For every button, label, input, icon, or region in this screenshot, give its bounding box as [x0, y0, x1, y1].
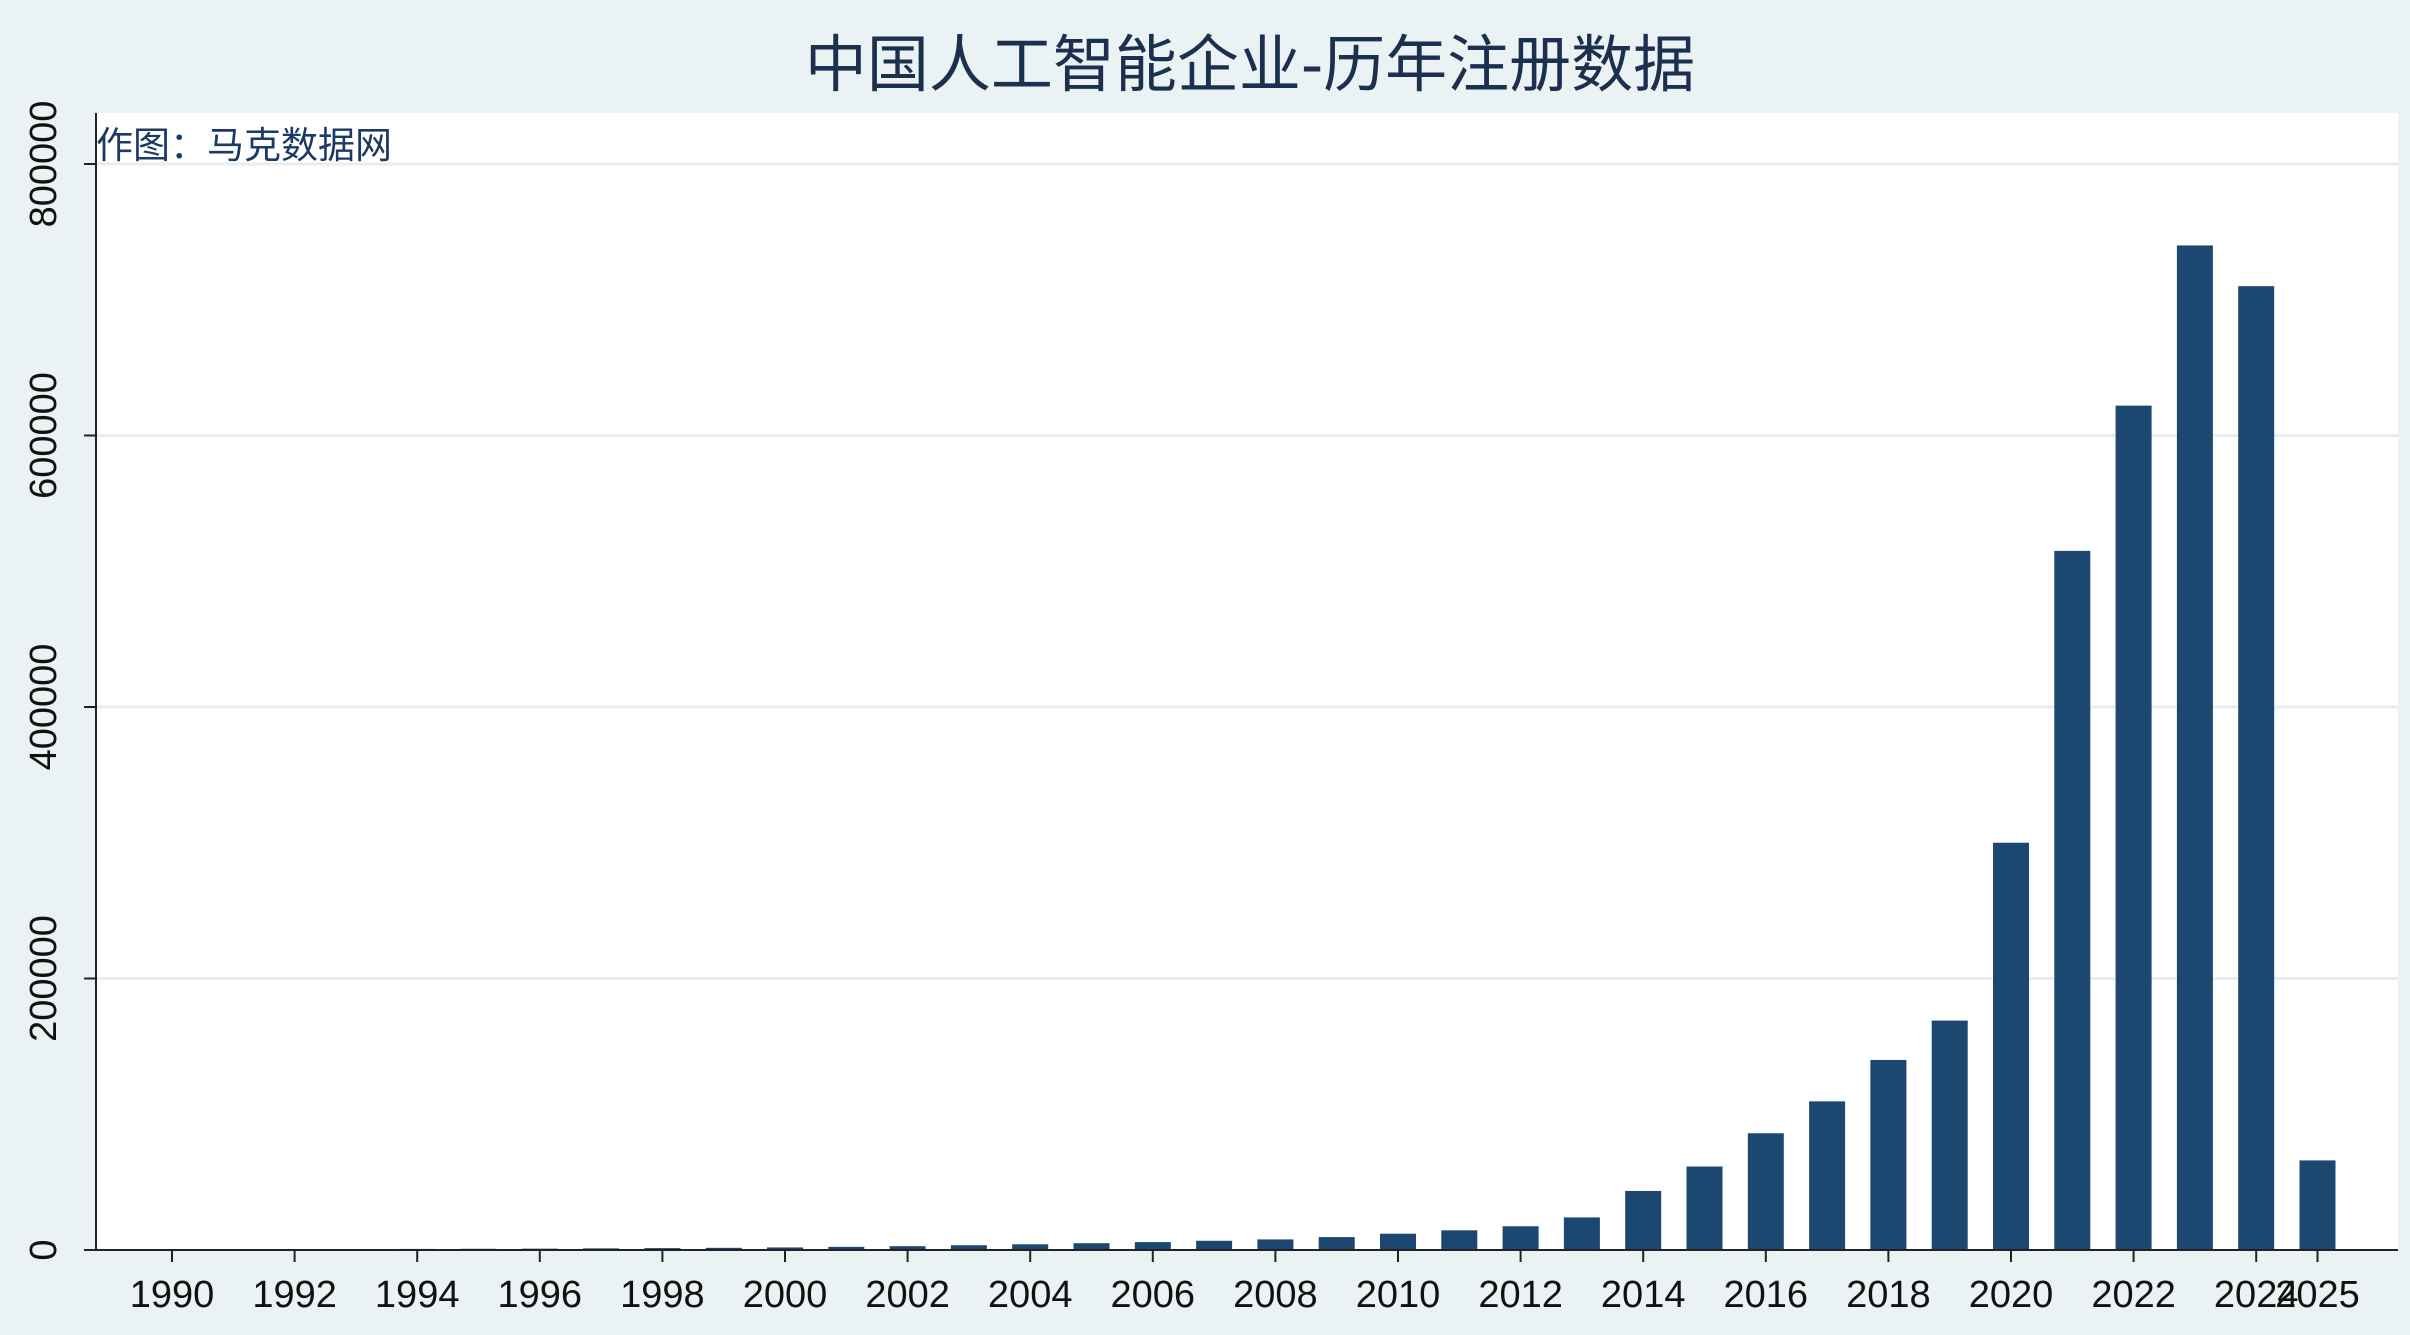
bar [1625, 1190, 1662, 1250]
bar [1134, 1242, 1171, 1250]
bar [2115, 405, 2152, 1250]
x-tick-label: 2025 [2275, 1274, 2360, 1316]
bar [828, 1246, 865, 1250]
x-tick-label: 1998 [620, 1274, 705, 1316]
bar [2176, 245, 2213, 1250]
x-tick-label: 2006 [1111, 1274, 1196, 1316]
plot-area [96, 113, 2398, 1250]
bar [1012, 1244, 1049, 1250]
y-tick-label: 400000 [23, 644, 65, 771]
x-tick-label: 2024 [2214, 1274, 2299, 1316]
bar [1502, 1226, 1539, 1250]
bar [1380, 1233, 1416, 1250]
x-tick-label: 2014 [1601, 1274, 1686, 1316]
bar [889, 1246, 926, 1250]
bar [950, 1245, 987, 1250]
bar [1747, 1133, 1784, 1250]
bar [1993, 842, 2029, 1250]
x-tick-label: 2016 [1724, 1274, 1809, 1316]
bar-series [154, 245, 2336, 1251]
bar [2238, 286, 2275, 1250]
x-tick-label: 2002 [865, 1274, 950, 1316]
x-axis-ticks: 1990 1992 1994 1996 1998 2000 2002 2004 2006 2008… [130, 1250, 2360, 1316]
x-tick-label: 1990 [130, 1274, 215, 1316]
bar [1257, 1239, 1294, 1250]
x-tick-label: 1996 [498, 1274, 583, 1316]
x-tick-label: 2022 [2091, 1274, 2176, 1316]
bar [2054, 550, 2091, 1250]
y-tick-label: 200000 [23, 915, 65, 1042]
y-tick-label: 800000 [23, 101, 65, 228]
x-tick-label: 2012 [1478, 1274, 1563, 1316]
bar [1563, 1217, 1600, 1250]
bar [1686, 1166, 1723, 1250]
x-tick-label: 2010 [1356, 1274, 1441, 1316]
y-tick-label: 600000 [23, 372, 65, 499]
bar [1870, 1059, 1907, 1250]
x-tick-label: 2018 [1846, 1274, 1931, 1316]
bar [767, 1247, 803, 1250]
bar [705, 1247, 742, 1250]
x-tick-label: 2000 [743, 1274, 828, 1316]
bar [1441, 1230, 1478, 1250]
bar [1073, 1243, 1110, 1250]
y-tick-label: 0 [23, 1239, 65, 1260]
chart-title: 中国人工智能企业-历年注册数据 [805, 28, 1695, 101]
bar [2299, 1160, 2336, 1250]
bar [1931, 1020, 1968, 1250]
bar [1196, 1240, 1233, 1250]
x-tick-label: 1994 [375, 1274, 460, 1316]
x-tick-label: 2004 [988, 1274, 1073, 1316]
x-tick-label: 1992 [252, 1274, 337, 1316]
bar [1318, 1237, 1355, 1250]
bar [1809, 1101, 1846, 1250]
x-tick-label: 2008 [1233, 1274, 1318, 1316]
chart-credit: 作图：马克数据网 [96, 124, 392, 167]
y-axis-ticks: 0 200000 400000 600000 800000 [23, 101, 96, 1261]
x-tick-label: 2020 [1969, 1274, 2054, 1316]
